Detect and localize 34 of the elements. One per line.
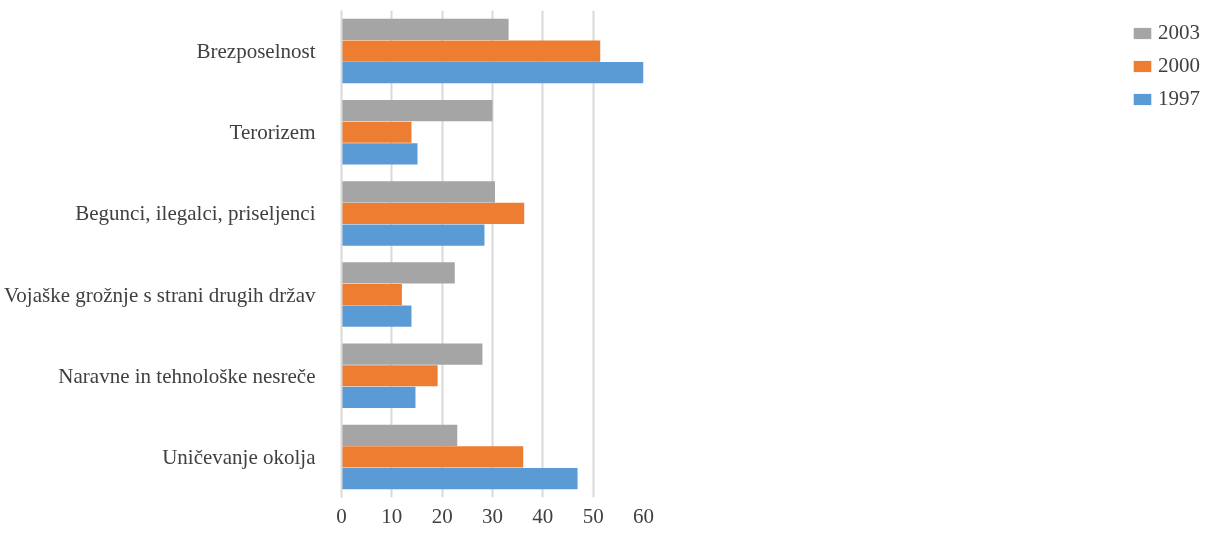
x-tick-label: 40 — [532, 503, 554, 528]
bar — [341, 202, 525, 225]
bar — [341, 181, 496, 203]
bar — [341, 40, 601, 62]
legend-label: 1997 — [1158, 86, 1200, 111]
x-tick-label: 60 — [633, 503, 654, 528]
x-tick-label: 10 — [381, 503, 403, 528]
y-tick-label: Uničevanje okolja — [162, 444, 317, 469]
bar — [341, 143, 418, 165]
bar — [341, 100, 493, 122]
bar — [341, 467, 578, 490]
bar — [341, 343, 483, 365]
y-tick-label: Vojaške grožnje s strani drugih držav — [3, 282, 316, 307]
x-tick-label: 30 — [482, 503, 503, 528]
x-tick-label: 20 — [431, 503, 453, 528]
bar — [341, 424, 458, 446]
y-tick-label: Naravne in tehnološke nesreče — [58, 363, 316, 388]
bar — [341, 62, 644, 84]
bar — [341, 305, 412, 327]
bar — [341, 386, 416, 408]
bar — [341, 446, 524, 468]
x-tick-label: 0 — [336, 503, 347, 528]
legend-label: 2000 — [1158, 53, 1200, 78]
legend-label: 2003 — [1158, 20, 1200, 45]
bar — [341, 283, 402, 306]
y-tick-label: Terorizem — [229, 120, 316, 145]
y-tick-label: Begunci, ilegalci, priseljenci — [75, 201, 316, 226]
bar — [341, 121, 412, 143]
x-tick-label: 50 — [582, 503, 604, 528]
bar — [341, 365, 438, 387]
bar — [341, 18, 509, 41]
bar — [341, 224, 485, 246]
bar — [341, 262, 455, 284]
y-tick-label: Brezposelnost — [196, 39, 316, 64]
